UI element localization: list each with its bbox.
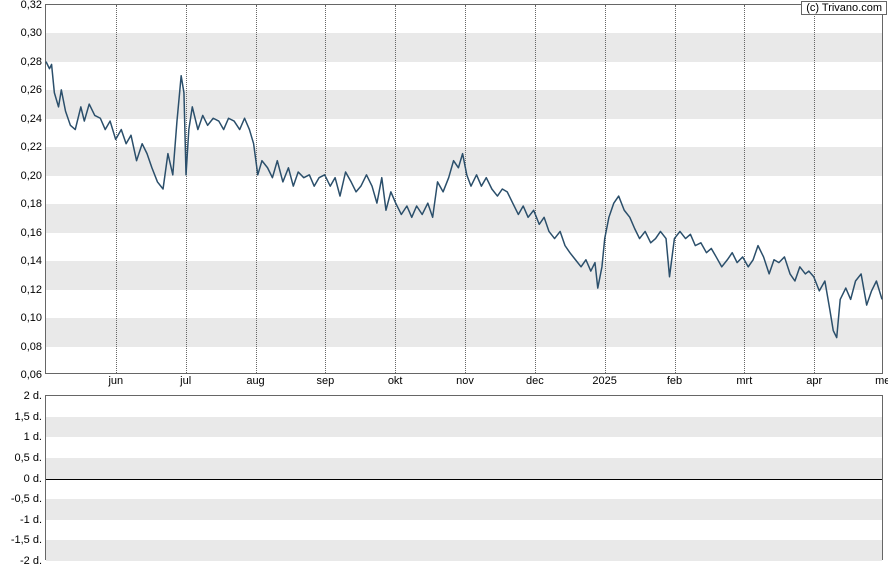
- x-axis-label: aug: [246, 373, 264, 387]
- indicator-chart: -2 d.-1,5 d.-1 d.-0,5 d.0 d.0,5 d.1 d.1,…: [45, 395, 883, 560]
- y-axis-label: 0,26: [21, 84, 46, 96]
- y-axis-label: 0,18: [21, 198, 46, 210]
- x-axis-label: mrt: [736, 373, 752, 387]
- y-axis-label: 0,20: [21, 170, 46, 182]
- y-axis-label: 1 d.: [24, 431, 46, 443]
- y-axis-label: -0,5 d.: [11, 493, 46, 505]
- x-axis-label: 2025: [592, 373, 616, 387]
- x-axis-label: nov: [456, 373, 474, 387]
- y-axis-label: 0,14: [21, 255, 46, 267]
- zero-line: [46, 479, 882, 480]
- chart-stripe: [46, 417, 882, 438]
- y-axis-label: -1 d.: [20, 514, 46, 526]
- x-axis-label: sep: [316, 373, 334, 387]
- attribution-label: (c) Trivano.com: [801, 1, 887, 15]
- y-axis-label: 2 d.: [24, 390, 46, 402]
- y-axis-label: 0,5 d.: [14, 452, 46, 464]
- y-axis-label: 0,16: [21, 227, 46, 239]
- y-axis-label: 1,5 d.: [14, 411, 46, 423]
- y-axis-label: 0,28: [21, 56, 46, 68]
- y-axis-label: -1,5 d.: [11, 534, 46, 546]
- x-axis-label: jul: [180, 373, 191, 387]
- chart-stripe: [46, 499, 882, 520]
- price-chart: 0,060,080,100,120,140,160,180,200,220,24…: [45, 4, 883, 374]
- x-axis-label: dec: [526, 373, 544, 387]
- chart-stripe: [46, 458, 882, 479]
- y-axis-label: 0,24: [21, 113, 46, 125]
- x-axis-label: apr: [806, 373, 822, 387]
- chart-stripe: [46, 540, 882, 561]
- price-line: [46, 5, 882, 373]
- y-axis-label: 0,30: [21, 27, 46, 39]
- y-axis-label: 0,22: [21, 141, 46, 153]
- y-axis-label: -2 d.: [20, 555, 46, 567]
- x-axis-label: jun: [108, 373, 123, 387]
- y-axis-label: 0,12: [21, 284, 46, 296]
- y-axis-label: 0,10: [21, 312, 46, 324]
- x-axis-label: okt: [388, 373, 403, 387]
- y-axis-label: 0 d.: [24, 473, 46, 485]
- y-axis-label: 0,08: [21, 341, 46, 353]
- y-axis-label: 0,06: [21, 369, 46, 381]
- x-axis-label: mei: [875, 373, 888, 387]
- x-axis-label: feb: [667, 373, 682, 387]
- y-axis-label: 0,32: [21, 0, 46, 11]
